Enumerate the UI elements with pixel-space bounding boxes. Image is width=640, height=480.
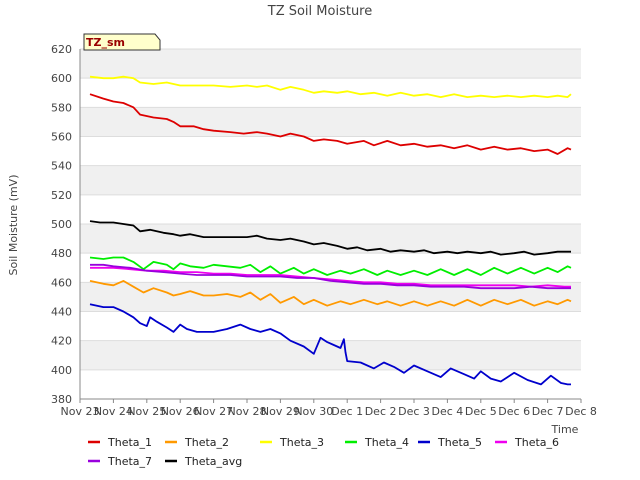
chart-badge: TZ_sm xyxy=(83,33,161,51)
legend-item-theta-3: Theta_3 xyxy=(260,436,324,449)
series-line-theta-3 xyxy=(89,75,572,98)
legend-item-theta-2: Theta_2 xyxy=(165,436,229,449)
plot-band xyxy=(80,282,581,312)
y-tick-label: 460 xyxy=(51,276,72,289)
legend-item-theta-7: Theta_7 xyxy=(88,455,152,468)
chart-title: TZ Soil Moisture xyxy=(267,4,373,19)
legend-label: Theta_6 xyxy=(514,436,559,449)
legend-item-theta-5: Theta_5 xyxy=(418,436,482,449)
x-tick-label: Nov 28 xyxy=(228,405,267,418)
x-tick-label: Dec 2 xyxy=(365,405,397,418)
legend-item-theta-6: Theta_6 xyxy=(495,436,559,449)
y-tick-label: 400 xyxy=(51,364,72,377)
x-tick-label: Nov 24 xyxy=(94,405,133,418)
plot-band xyxy=(80,340,581,370)
y-tick-label: 480 xyxy=(51,247,72,260)
x-tick-label: Dec 7 xyxy=(532,405,564,418)
x-tick-label: Nov 25 xyxy=(127,405,166,418)
legend-label: Theta_7 xyxy=(107,455,152,468)
plot-band xyxy=(80,107,581,137)
y-axis-ticks: 380 400 420 440 460 480 500 520 540 560 580 600 620 xyxy=(51,43,72,406)
x-tick-label: Dec 3 xyxy=(398,405,430,418)
legend-label: Theta_2 xyxy=(184,436,229,449)
x-axis-label: Time xyxy=(551,423,579,436)
data-series xyxy=(89,75,572,386)
legend-label: Theta_3 xyxy=(279,436,324,449)
x-tick-label: Nov 29 xyxy=(261,405,300,418)
y-tick-label: 380 xyxy=(51,393,72,406)
legend: Theta_1 Theta_2 Theta_3 Theta_4 Theta_5 Theta… xyxy=(88,436,559,468)
plot-band xyxy=(80,224,581,254)
x-tick-label: Nov 26 xyxy=(161,405,200,418)
series-line-theta-4 xyxy=(89,256,572,276)
y-tick-label: 600 xyxy=(51,72,72,85)
y-axis-label: Soil Moisture (mV) xyxy=(7,175,20,276)
plot-band xyxy=(80,49,581,79)
y-tick-label: 520 xyxy=(51,189,72,202)
legend-label: Theta_1 xyxy=(107,436,152,449)
y-tick-label: 540 xyxy=(51,160,72,173)
series-line-theta-6 xyxy=(90,266,571,288)
x-tick-label: Dec 6 xyxy=(498,405,530,418)
axes xyxy=(79,49,581,400)
y-tick-label: 420 xyxy=(51,335,72,348)
series-line-theta-2 xyxy=(89,279,572,307)
legend-label: Theta_5 xyxy=(437,436,482,449)
badge-label: TZ_sm xyxy=(86,36,125,49)
legend-label: Theta_avg xyxy=(184,455,242,468)
x-tick-label: Dec 1 xyxy=(331,405,363,418)
series-line-theta-7 xyxy=(90,263,571,290)
x-tick-label: Nov 30 xyxy=(294,405,333,418)
plot-band xyxy=(80,165,581,195)
x-tick-label: Dec 5 xyxy=(465,405,497,418)
legend-item-theta-4: Theta_4 xyxy=(345,436,409,449)
y-tick-label: 440 xyxy=(51,306,72,319)
series-line-theta-avg xyxy=(89,220,571,256)
x-tick-label: Dec 8 xyxy=(565,405,597,418)
y-tick-label: 500 xyxy=(51,218,72,231)
y-tick-label: 580 xyxy=(51,101,72,114)
legend-item-theta-avg: Theta_avg xyxy=(165,455,242,468)
series-line-theta-5 xyxy=(89,303,571,386)
legend-label: Theta_4 xyxy=(364,436,409,449)
y-tick-label: 560 xyxy=(51,131,72,144)
legend-item-theta-1: Theta_1 xyxy=(88,436,152,449)
x-tick-label: Nov 23 xyxy=(61,405,100,418)
series-line-theta-1 xyxy=(89,93,572,155)
badge-box xyxy=(83,33,161,51)
x-tick-label: Nov 27 xyxy=(194,405,233,418)
y-tick-label: 620 xyxy=(51,43,72,56)
x-tick-label: Dec 4 xyxy=(432,405,464,418)
